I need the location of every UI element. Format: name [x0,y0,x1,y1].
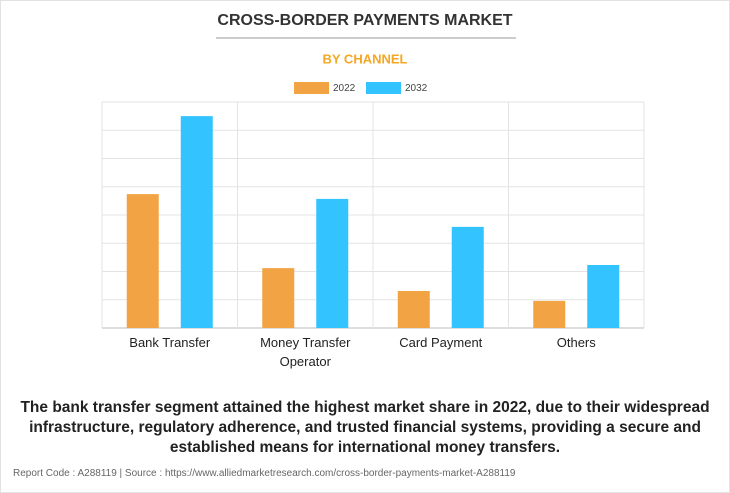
chart-title: CROSS-BORDER PAYMENTS MARKET [217,12,512,29]
x-tick-label: Others [556,335,596,350]
legend-swatch [294,82,329,94]
bar [533,300,566,328]
x-tick-label: Bank Transfer [129,335,211,350]
footer: Report Code : A288119 | Source : https:/… [13,468,516,479]
bar [262,268,295,328]
bar [316,198,349,328]
bar [451,226,484,328]
x-tick-label: Money Transfer Operator [260,335,351,369]
bar [126,194,159,328]
legend-swatch [366,82,401,94]
bar [180,116,213,328]
chart-subtitle: BY CHANNEL [323,51,408,66]
description: The bank transfer segment attained the h… [20,399,710,456]
bar [397,290,430,328]
legend-label: 2032 [405,83,428,94]
legend-label: 2022 [333,83,356,94]
x-tick-label: Card Payment [399,335,483,350]
bar [587,265,620,328]
